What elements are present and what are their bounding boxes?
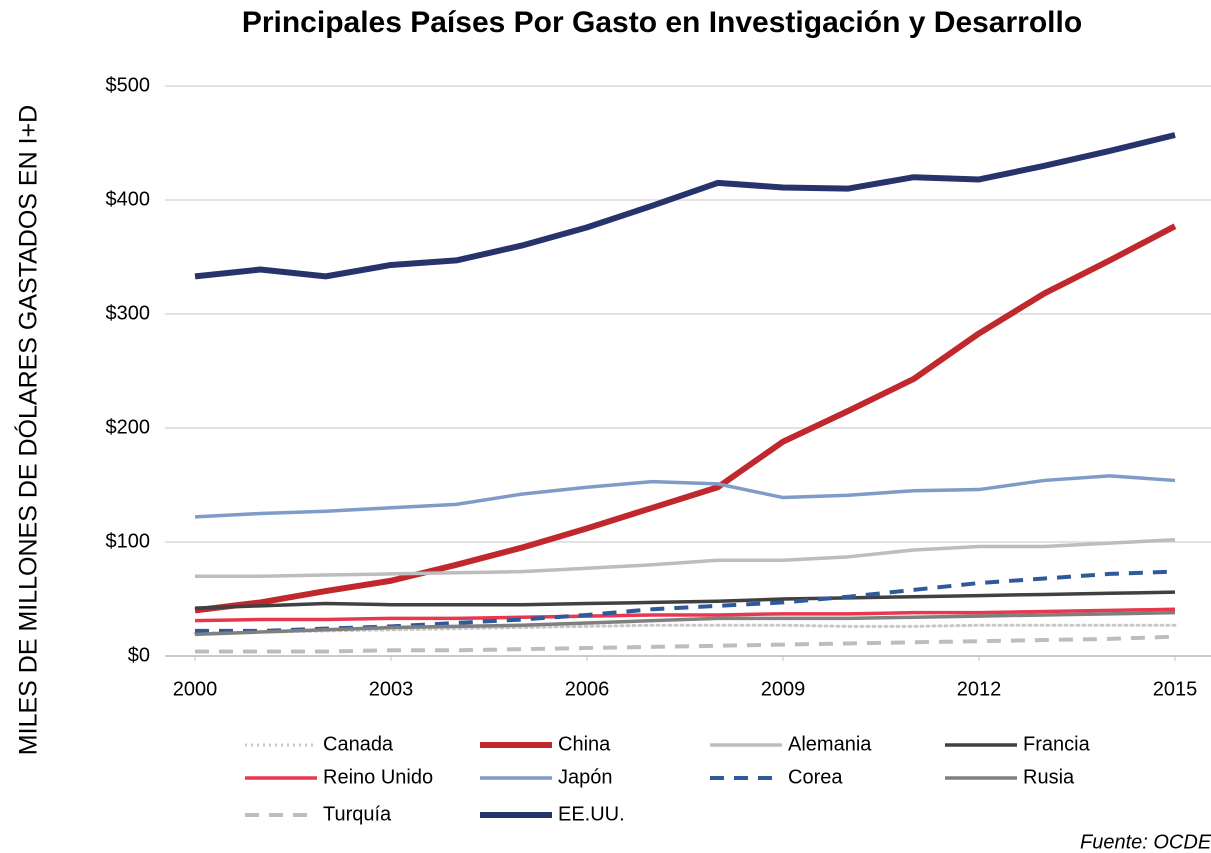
- legend-label: Japón: [558, 766, 613, 788]
- legend-label: EE.UU.: [558, 803, 625, 825]
- legend-label: Canada: [323, 733, 394, 755]
- x-tick-label: 2003: [369, 678, 414, 700]
- y-tick-label: $200: [106, 416, 151, 438]
- y-tick-label: $500: [106, 74, 151, 96]
- series-line: [194, 607, 1176, 623]
- x-tick-label: 2009: [761, 678, 806, 700]
- y-tick-label: $0: [128, 644, 150, 666]
- series-line: [194, 132, 1176, 280]
- legend-label: Alemania: [788, 733, 872, 755]
- legend-label: Turquía: [323, 803, 392, 825]
- x-tick-label: 2015: [1153, 678, 1198, 700]
- legend-label: Rusia: [1023, 766, 1075, 788]
- y-tick-label: $300: [106, 302, 151, 324]
- y-tick-label: $400: [106, 188, 151, 210]
- y-tick-label: $100: [106, 530, 151, 552]
- series-line: [195, 634, 1176, 654]
- legend-label: China: [558, 733, 611, 755]
- source-note: Fuente: OCDE: [1080, 831, 1211, 853]
- x-tick-label: 2012: [957, 678, 1002, 700]
- x-tick-label: 2000: [173, 678, 218, 700]
- series-line: [194, 474, 1176, 519]
- series-line: [195, 537, 1176, 578]
- series-line: [194, 223, 1177, 614]
- legend-label: Reino Unido: [323, 766, 433, 788]
- series-line: [194, 590, 1176, 610]
- y-axis-label: MILES DE MILLONES DE DÓLARES GASTADOS EN…: [14, 105, 43, 755]
- series-line: [195, 569, 1176, 633]
- legend-label: Francia: [1023, 733, 1091, 755]
- chart-title: Principales Países Por Gasto en Investig…: [242, 6, 1082, 39]
- legend-label: Corea: [788, 766, 843, 788]
- x-tick-label: 2006: [565, 678, 610, 700]
- series-line: [194, 610, 1176, 637]
